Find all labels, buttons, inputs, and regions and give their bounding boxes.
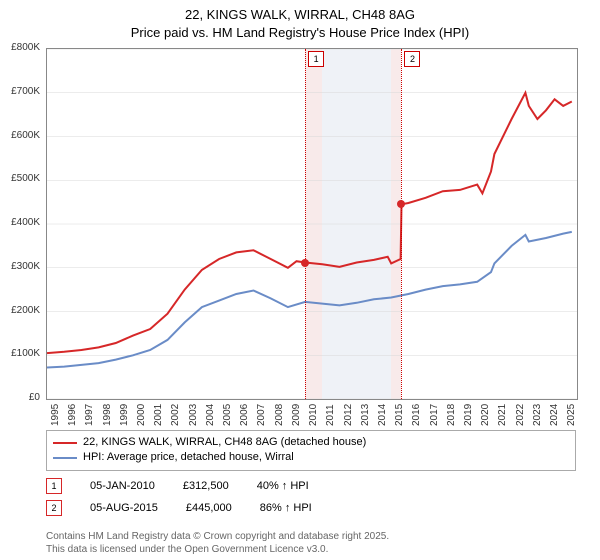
footer-line2: This data is licensed under the Open Gov… xyxy=(46,543,389,556)
sale-marker-1: 1 xyxy=(46,478,62,494)
title-line2: Price paid vs. HM Land Registry's House … xyxy=(0,24,600,42)
y-tick-label: £800K xyxy=(0,42,40,53)
y-tick-label: £300K xyxy=(0,261,40,272)
title-line1: 22, KINGS WALK, WIRRAL, CH48 8AG xyxy=(0,6,600,24)
sale-price-1: £312,500 xyxy=(183,480,229,492)
y-tick-label: £0 xyxy=(0,392,40,403)
y-tick-label: £500K xyxy=(0,173,40,184)
legend-label-property: 22, KINGS WALK, WIRRAL, CH48 8AG (detach… xyxy=(83,435,366,450)
x-tick-label: 2025 xyxy=(566,396,600,426)
y-tick-label: £400K xyxy=(0,217,40,228)
sale-date-2: 05-AUG-2015 xyxy=(90,502,158,514)
footer-line1: Contains HM Land Registry data © Crown c… xyxy=(46,530,389,543)
legend-row-hpi: HPI: Average price, detached house, Wirr… xyxy=(53,450,569,465)
sale-row-2: 2 05-AUG-2015 £445,000 86% ↑ HPI xyxy=(46,500,576,516)
sale-delta-1: 40% ↑ HPI xyxy=(257,480,309,492)
sale-date-1: 05-JAN-2010 xyxy=(90,480,155,492)
y-tick-label: £100K xyxy=(0,348,40,359)
legend-swatch-hpi xyxy=(53,457,77,459)
y-tick-label: £600K xyxy=(0,130,40,141)
legend-swatch-property xyxy=(53,442,77,444)
chart-title: 22, KINGS WALK, WIRRAL, CH48 8AG Price p… xyxy=(0,0,600,41)
sale-price-2: £445,000 xyxy=(186,502,232,514)
y-tick-label: £200K xyxy=(0,305,40,316)
sale-row-1: 1 05-JAN-2010 £312,500 40% ↑ HPI xyxy=(46,478,576,494)
legend-label-hpi: HPI: Average price, detached house, Wirr… xyxy=(83,450,294,465)
sale-delta-2: 86% ↑ HPI xyxy=(260,502,312,514)
sale-marker-2: 2 xyxy=(46,500,62,516)
legend-box: 22, KINGS WALK, WIRRAL, CH48 8AG (detach… xyxy=(46,430,576,471)
footer-attribution: Contains HM Land Registry data © Crown c… xyxy=(46,530,389,556)
y-tick-label: £700K xyxy=(0,86,40,97)
line-chart: 12 xyxy=(46,48,578,400)
legend-row-property: 22, KINGS WALK, WIRRAL, CH48 8AG (detach… xyxy=(53,435,569,450)
